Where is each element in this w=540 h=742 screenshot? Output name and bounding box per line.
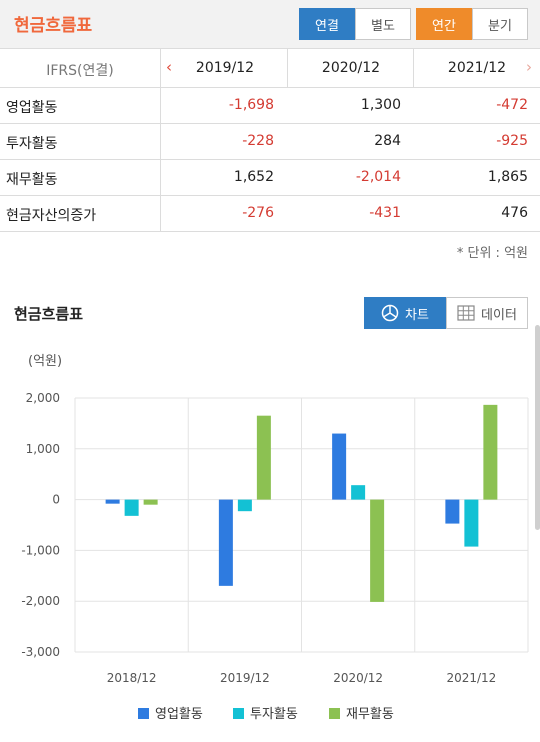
row-label: 재무활동 (6, 172, 58, 188)
y-tick-label: -3,000 (21, 645, 60, 659)
x-tick-label: 2018/12 (107, 671, 157, 685)
table-cell: 1,865 (487, 169, 528, 185)
data-view-label: 데이터 (481, 307, 517, 323)
y-tick-label: -2,000 (21, 594, 60, 608)
chart-view-label: 차트 (405, 307, 429, 323)
row-label: 투자활동 (6, 136, 58, 152)
column-divider (287, 48, 288, 88)
table-row: 현금자산의증가 -276 -431 476 (0, 196, 540, 232)
grid-table-icon (457, 305, 475, 321)
separate-button[interactable]: 별도 (355, 8, 411, 40)
y-tick-label: 2,000 (26, 391, 60, 405)
table-cell: -1,698 (228, 97, 274, 113)
bar (143, 499, 158, 505)
scrollbar[interactable] (535, 325, 540, 530)
bar (237, 499, 252, 512)
bar (256, 415, 271, 500)
pie-chart-icon (381, 304, 399, 322)
x-tick-label: 2021/12 (446, 671, 496, 685)
y-axis-unit: (억원) (28, 354, 63, 369)
column-divider (413, 48, 414, 88)
bar (332, 433, 347, 500)
cashflow-bar-chart: 2,000 1,000 0 -1,000 -2,000 -3,000 2018/12 2019… (21, 391, 529, 722)
legend-label: 투자활동 (250, 707, 298, 722)
legend-swatch (138, 708, 149, 719)
column-divider (160, 48, 161, 232)
table-cell: -472 (496, 97, 528, 113)
table-row: 영업활동 -1,698 1,300 -472 (0, 88, 540, 124)
column-header: 2020/12 (321, 60, 381, 76)
ifrs-label: IFRS(연결) (46, 63, 114, 79)
column-header: 2021/12 (447, 60, 507, 76)
annual-button[interactable]: 연간 (416, 8, 472, 40)
x-tick-label: 2020/12 (333, 671, 383, 685)
unit-note: * 단위 : 억원 (456, 246, 528, 261)
chart-view-button[interactable]: 차트 (364, 297, 446, 329)
bar (370, 499, 385, 602)
row-label: 현금자산의증가 (6, 208, 97, 224)
y-tick-label: 0 (52, 493, 60, 507)
bar (105, 499, 120, 504)
table-header-row: IFRS(연결) 2019/12 2020/12 2021/12 (0, 48, 540, 88)
chart-section-title: 현금흐름표 (14, 305, 84, 323)
table-cell: -431 (369, 205, 401, 221)
x-tick-label: 2019/12 (220, 671, 270, 685)
row-label: 영업활동 (6, 100, 58, 116)
consolidated-button[interactable]: 연결 (299, 8, 355, 40)
legend-label: 영업활동 (155, 707, 203, 722)
bar (351, 485, 366, 500)
table-cell: 476 (501, 205, 528, 221)
table-cell: 284 (374, 133, 401, 149)
column-header: 2019/12 (195, 60, 255, 76)
quarterly-button[interactable]: 분기 (472, 8, 528, 40)
legend-label: 재무활동 (346, 707, 394, 722)
table-row: 투자활동 -228 284 -925 (0, 124, 540, 160)
bar (464, 499, 479, 547)
data-view-button[interactable]: 데이터 (446, 297, 528, 329)
bar (124, 499, 139, 516)
period-toggle: 연간 분기 (416, 8, 528, 40)
table-cell: -276 (242, 205, 274, 221)
table-cell: -228 (242, 133, 274, 149)
table-cell: 1,652 (233, 169, 274, 185)
bar (445, 499, 460, 524)
legend-swatch (233, 708, 244, 719)
chevron-left-icon[interactable]: ‹ (166, 58, 172, 76)
table-cell: 1,300 (360, 97, 401, 113)
table-cell: -2,014 (355, 169, 401, 185)
y-tick-label: -1,000 (21, 543, 60, 557)
consolidation-toggle: 연결 별도 (299, 8, 411, 40)
chevron-right-icon[interactable]: › (526, 58, 532, 76)
view-toggle: 차트 데이터 (364, 297, 528, 329)
table-cell: -925 (496, 133, 528, 149)
table-row: 재무활동 1,652 -2,014 1,865 (0, 160, 540, 196)
bar (218, 499, 233, 586)
bar (483, 404, 498, 500)
legend-swatch (329, 708, 340, 719)
page-title: 현금흐름표 (14, 16, 93, 36)
y-tick-label: 1,000 (26, 442, 60, 456)
